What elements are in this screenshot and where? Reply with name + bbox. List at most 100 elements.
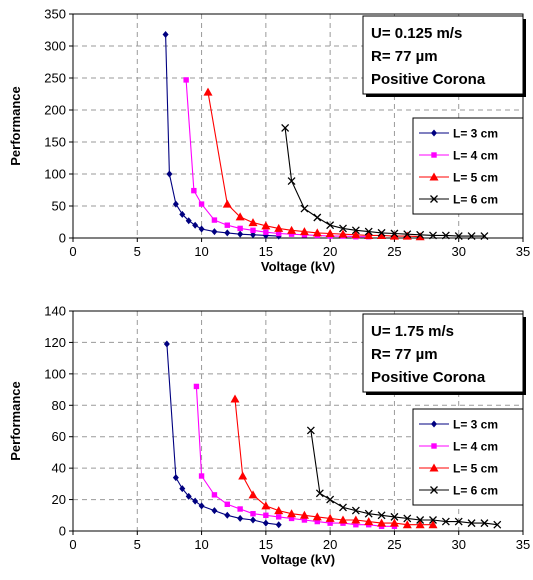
data-point [326, 221, 335, 230]
y-tick-label: 200 [44, 103, 66, 118]
series-1 [162, 30, 282, 240]
annotation-line: Positive Corona [371, 71, 486, 88]
x-tick-label: 25 [387, 244, 401, 259]
data-point [389, 231, 399, 240]
data-point [163, 340, 170, 348]
data-point [203, 87, 213, 96]
legend-marker [431, 443, 437, 449]
data-point [179, 210, 186, 218]
data-point [301, 517, 308, 523]
data-point [467, 519, 476, 528]
y-tick-label: 140 [44, 304, 66, 319]
data-point [467, 232, 476, 241]
data-point [198, 225, 205, 233]
y-tick-label: 40 [52, 461, 66, 476]
chart-1: 0 5 10 15 20 25 30 35050100150200250300350Volta… [8, 7, 530, 275]
y-tick-label: 100 [44, 167, 66, 182]
data-point [338, 229, 348, 238]
legend-box [412, 117, 524, 215]
data-point [250, 511, 256, 517]
y-axis-title: Performance [8, 86, 23, 165]
annotation-line: U= 1.75 m/s [371, 323, 454, 340]
data-point [390, 512, 399, 521]
data-point [211, 217, 218, 223]
data-point [454, 517, 463, 526]
data-point [377, 511, 386, 520]
y-tick-label: 250 [44, 71, 66, 86]
data-point [192, 221, 199, 229]
data-point [263, 229, 269, 235]
data-point [237, 230, 244, 238]
series-line [166, 343, 279, 526]
data-point [263, 512, 269, 518]
legend-label: L= 4 cm [453, 149, 498, 163]
data-point [312, 228, 322, 237]
x-tick-label: 5 [134, 244, 141, 259]
data-point [235, 212, 245, 221]
data-point [403, 514, 412, 523]
data-point [480, 232, 489, 241]
data-point [191, 187, 197, 194]
y-tick-label: 150 [44, 135, 66, 150]
y-tick-label: 300 [44, 39, 66, 54]
legend-label: L= 3 cm [453, 418, 498, 432]
annotation-box [362, 15, 524, 95]
data-point [275, 521, 282, 529]
y-tick-label: 100 [44, 366, 66, 381]
data-point [353, 522, 359, 528]
series-2 [183, 77, 372, 240]
data-point [429, 231, 437, 240]
data-point [288, 231, 295, 237]
data-point [327, 520, 333, 526]
data-point [211, 228, 218, 236]
data-point [276, 514, 282, 520]
data-point [339, 503, 347, 512]
data-point [325, 513, 335, 522]
legend-label: L= 6 cm [453, 193, 498, 207]
data-point [287, 177, 296, 185]
data-point [211, 492, 218, 498]
legend-label: L= 5 cm [453, 462, 498, 476]
data-point [179, 485, 186, 493]
x-tick-label: 5 [134, 537, 141, 552]
annotation-line: U= 0.125 m/s [371, 25, 462, 42]
data-point [314, 518, 320, 525]
data-point [224, 511, 231, 519]
data-point [300, 204, 309, 213]
data-point [339, 224, 347, 233]
data-point [274, 223, 284, 232]
data-point [198, 473, 205, 479]
legend-marker [430, 195, 438, 203]
data-point [299, 510, 309, 519]
data-point [162, 30, 169, 38]
data-point [415, 232, 425, 241]
data-point [428, 520, 438, 529]
data-point [351, 506, 360, 515]
x-axis-title: Voltage (kV) [261, 552, 335, 567]
series-3 [203, 87, 425, 241]
data-point [377, 518, 387, 527]
data-point [325, 229, 335, 238]
data-point [351, 515, 361, 524]
x-tick-label: 15 [259, 537, 273, 552]
data-point [224, 222, 230, 228]
data-point [274, 506, 284, 515]
data-point [261, 221, 271, 230]
x-tick-label: 35 [516, 244, 530, 259]
data-point [224, 501, 230, 507]
data-point [250, 516, 256, 524]
x-tick-label: 30 [451, 244, 465, 259]
data-point [402, 231, 412, 240]
data-point [415, 520, 425, 529]
y-tick-label: 60 [52, 429, 66, 444]
data-point [222, 199, 232, 208]
y-tick-label: 20 [52, 492, 66, 507]
legend-label: L= 3 cm [453, 127, 498, 141]
data-point [250, 227, 256, 234]
data-point [287, 509, 297, 518]
legend-marker [431, 420, 437, 428]
data-point [185, 217, 192, 225]
data-point [377, 230, 387, 239]
legend-label: L= 5 cm [453, 171, 498, 185]
